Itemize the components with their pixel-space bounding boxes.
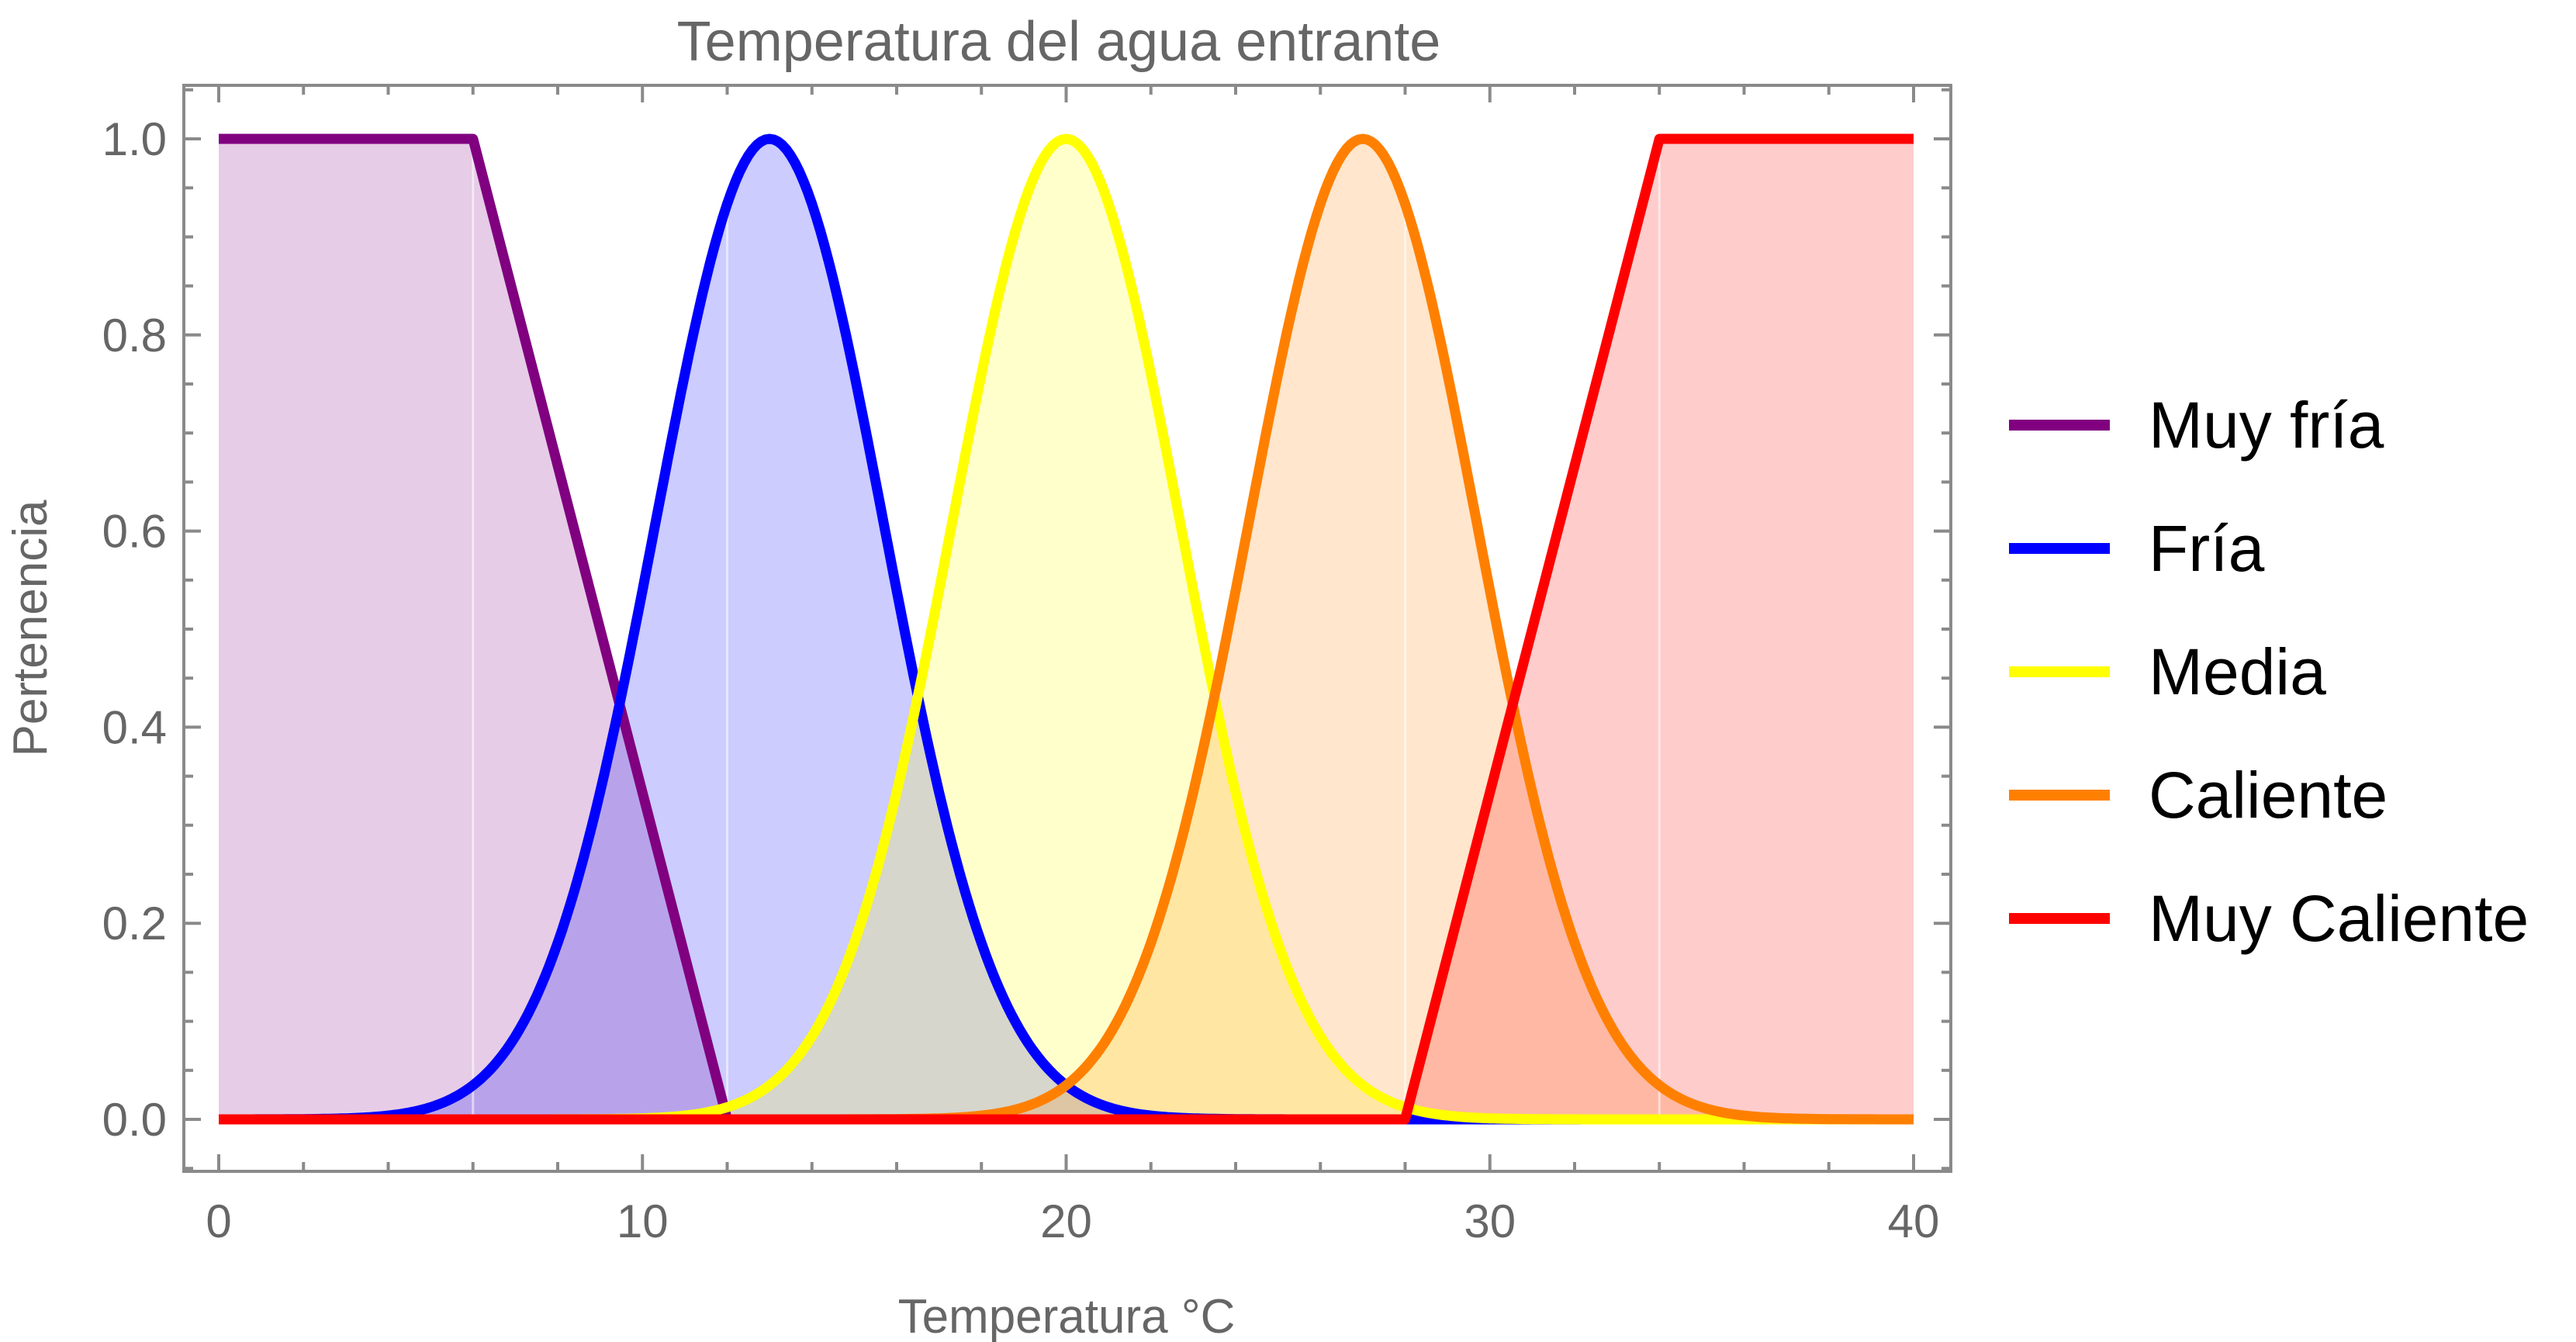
axis-tick-labels: 0 10 20 30 40 0.0 0.2 0.4 0.6 0.8 1.0: [102, 113, 1940, 1247]
y-tick-label: 0.4: [102, 701, 167, 753]
series-fills: [219, 139, 1914, 1119]
series-line-muy-caliente: [219, 133, 1914, 1125]
chart-title: Temperatura del agua entrante: [677, 11, 1441, 73]
series-fill-muy-fria: [219, 139, 1914, 1119]
legend-label-media: Media: [2149, 635, 2326, 708]
series-fill-media: [219, 139, 1914, 1119]
plot-area: [218, 133, 1914, 1125]
y-tick-label: 1.0: [102, 113, 167, 165]
legend-label-muy-fria: Muy fría: [2149, 389, 2384, 462]
x-tick-label: 40: [1888, 1195, 1940, 1247]
y-tick-label: 0.8: [102, 310, 167, 361]
legend-label-muy-caliente: Muy Caliente: [2149, 882, 2529, 955]
x-tick-label: 10: [617, 1195, 669, 1247]
y-tick-label: 0.6: [102, 506, 167, 558]
x-axis-label: Temperatura °C: [898, 1290, 1236, 1342]
series-fill-muy-caliente: [219, 139, 1914, 1119]
x-tick-label: 0: [206, 1195, 231, 1247]
y-tick-label: 0.2: [102, 898, 167, 949]
x-tick-label: 30: [1464, 1195, 1516, 1247]
legend-label-caliente: Caliente: [2149, 759, 2388, 832]
gridlines: [472, 139, 1661, 1119]
legend: Muy fría Fría Media Caliente Muy Caliente: [2009, 389, 2529, 955]
series-fill-fria: [219, 139, 1914, 1119]
legend-label-fria: Fría: [2149, 512, 2265, 585]
axis-ticks: [184, 85, 1951, 1171]
y-tick-label: 0.0: [102, 1094, 167, 1146]
series-fill-caliente: [219, 139, 1914, 1119]
series-lines: [218, 133, 1914, 1125]
y-axis-label: Pertenencia: [4, 500, 57, 756]
x-tick-label: 20: [1040, 1195, 1092, 1247]
